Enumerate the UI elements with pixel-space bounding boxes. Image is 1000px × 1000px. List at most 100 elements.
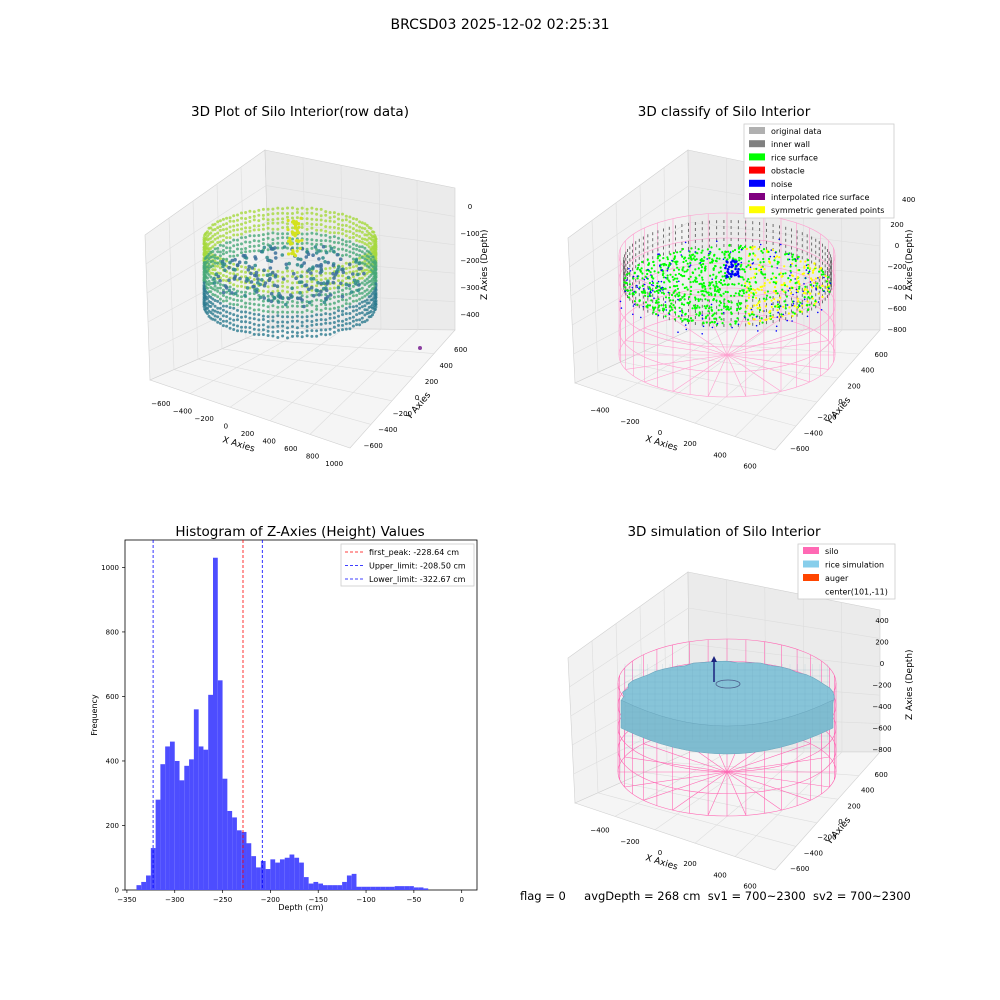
cls-surface-point	[757, 248, 760, 251]
raw-cloud-point	[295, 304, 299, 308]
cls-surface-point	[784, 303, 787, 306]
cls-surface-point	[795, 277, 798, 280]
raw-cloud-point	[326, 295, 330, 299]
cls-wall-point	[737, 238, 739, 242]
cls-y-tick-label: 400	[861, 367, 874, 375]
raw-cloud-point	[310, 303, 314, 307]
raw-cloud-point	[221, 234, 225, 238]
cls-surface-point	[704, 288, 707, 291]
cls-surface-point	[680, 309, 684, 312]
raw-cloud-point	[211, 250, 215, 253]
raw-cloud-point	[232, 272, 236, 276]
histogram-bar	[169, 741, 175, 890]
raw-cloud-point	[348, 287, 352, 291]
cls-surface-point	[773, 297, 776, 301]
raw-cloud-point	[369, 257, 373, 261]
cls-surface-point	[709, 274, 712, 277]
raw-cloud-point	[286, 305, 289, 309]
raw-cloud-point	[344, 267, 348, 270]
raw-cloud-point	[341, 323, 344, 327]
cls-wall-point	[627, 267, 628, 270]
cls-noise-point	[829, 282, 832, 285]
raw-cloud-point	[213, 247, 217, 251]
raw-cloud-point	[351, 284, 355, 288]
cls-surface-point	[723, 279, 726, 282]
cls-wall-point	[675, 237, 676, 241]
classify-legend-label: original data	[771, 127, 822, 136]
cls-wall-point	[688, 297, 689, 301]
cls-wall-point	[688, 228, 689, 232]
cls-surface-point	[646, 258, 649, 261]
histogram-xtick-label: −250	[213, 896, 232, 904]
cls-wall-point	[688, 315, 689, 319]
cls-surface-point	[708, 257, 711, 260]
cls-noise-point	[737, 323, 740, 326]
raw-cloud-point	[209, 286, 213, 289]
raw-cloud-point	[286, 279, 289, 283]
histogram-legend-label: Upper_limit: -208.50 cm	[369, 562, 466, 571]
cls-surface-point	[733, 294, 736, 297]
cls-wall-point	[652, 293, 654, 297]
raw-cloud-point	[213, 309, 217, 313]
cls-wall-point	[772, 242, 774, 245]
cls-noise-point	[806, 315, 809, 318]
cls-noise-point	[652, 284, 654, 287]
raw-cloud-point	[328, 235, 332, 239]
raw-cloud-point	[291, 310, 294, 314]
cls-noise-point	[722, 312, 725, 314]
raw-cloud-point	[348, 305, 352, 309]
raw-cloud-point	[358, 253, 362, 257]
raw-cloud-point	[209, 271, 213, 275]
raw-cloud-point	[271, 218, 275, 222]
cls-wall-point	[635, 259, 637, 263]
cls-wall-point	[638, 244, 640, 248]
raw-cloud-point	[221, 252, 225, 256]
histogram-bar	[337, 885, 343, 890]
cls-surface-point	[686, 318, 689, 321]
cls-wall-point	[730, 244, 732, 247]
raw-cloud-point	[295, 290, 299, 294]
cls-noise-point	[801, 303, 803, 305]
cls-wall-point	[759, 228, 761, 231]
grid-line	[216, 183, 223, 349]
classify-legend-label: obstacle	[771, 167, 805, 176]
raw-cloud-point	[360, 240, 364, 244]
cls-wall-point	[632, 294, 633, 298]
raw-cloud-point	[319, 289, 323, 294]
cls-surface-point	[719, 293, 722, 296]
cls-surface-point	[681, 283, 684, 286]
raw-cloud-point	[271, 221, 275, 225]
raw-cloud-point	[319, 318, 323, 322]
sim-x-tick-label: −200	[620, 838, 639, 846]
raw-cloud-point	[225, 304, 229, 308]
cls-surface-point	[697, 248, 700, 251]
raw-cloud-point	[360, 311, 364, 315]
raw-cloud-point	[344, 218, 348, 222]
cls-surface-point	[689, 293, 692, 296]
cls-wall-point	[766, 303, 767, 307]
cls-noise-point	[677, 298, 679, 301]
raw-cloud-point	[244, 221, 248, 225]
cls-surface-point	[743, 268, 746, 271]
histogram-bar	[356, 886, 362, 890]
sim-z-tick-label: −400	[872, 703, 891, 711]
cls-surface-point	[714, 293, 717, 296]
cls-wall-point	[701, 221, 703, 225]
raw-cloud-point	[221, 249, 225, 252]
cls-noise-point	[681, 314, 683, 317]
raw-cloud-point	[203, 307, 207, 311]
cls-surface-point	[683, 270, 686, 273]
cls-surface-point	[658, 304, 661, 307]
raw-cloud-point	[360, 276, 364, 280]
raw-cloud-point	[300, 284, 304, 288]
cls-wall-point	[708, 238, 710, 242]
cls-surface-point	[702, 284, 706, 287]
raw-cloud-point	[360, 316, 364, 320]
raw-cloud-point	[244, 226, 248, 230]
raw-cloud-point	[310, 242, 314, 246]
cls-wall-point	[785, 250, 787, 254]
raw-cloud-point	[218, 271, 222, 275]
raw-cloud-point	[305, 211, 309, 215]
raw-cloud-point	[305, 304, 309, 308]
